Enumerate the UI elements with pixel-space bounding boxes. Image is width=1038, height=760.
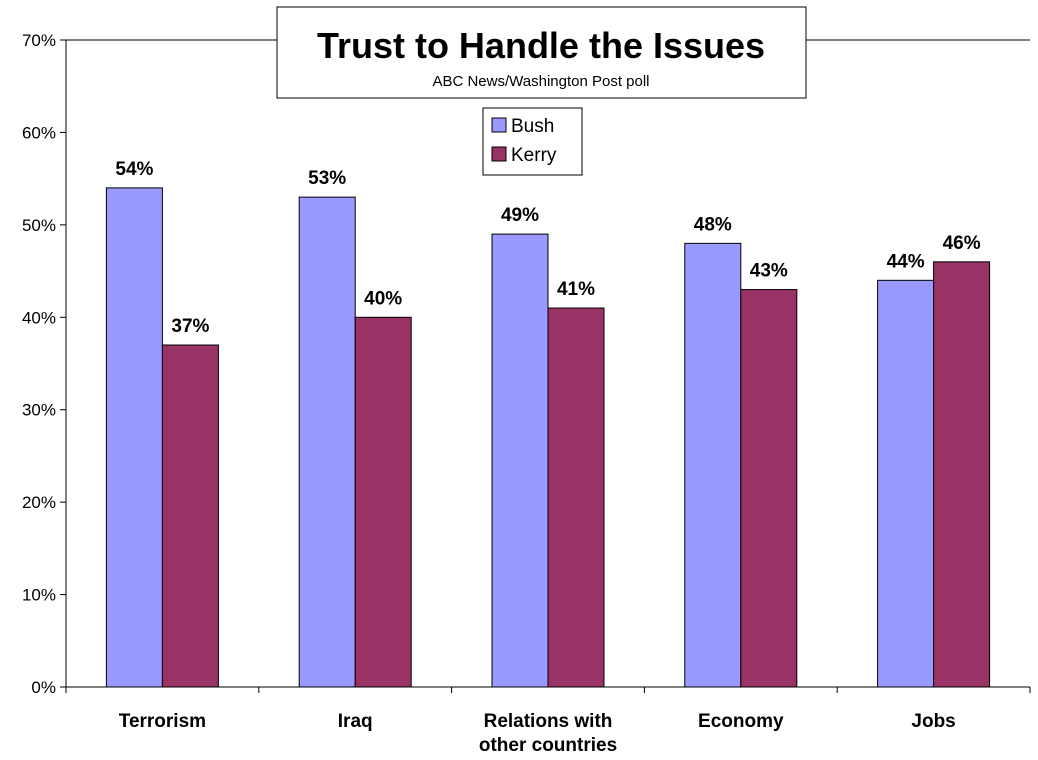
chart-title: Trust to Handle the Issues xyxy=(317,25,765,66)
bar-kerry xyxy=(547,307,605,688)
title-box: Trust to Handle the Issues ABC News/Wash… xyxy=(276,6,807,99)
y-tick-label: 20% xyxy=(22,493,56,512)
y-tick-label: 60% xyxy=(22,123,56,142)
data-labels: 54% 37% 53% 40% 49% 41% 48% 43% 44% 46% xyxy=(115,159,980,337)
bar-bush xyxy=(105,187,163,688)
y-tick-label: 10% xyxy=(22,586,56,605)
data-label-kerry: 40% xyxy=(364,288,402,309)
bar-bush xyxy=(684,242,742,688)
data-label-bush: 44% xyxy=(887,251,925,272)
data-label-kerry: 46% xyxy=(943,233,981,254)
y-tick-label: 40% xyxy=(22,308,56,327)
legend-swatch-kerry xyxy=(491,146,507,162)
x-category-label: Jobs xyxy=(911,711,955,732)
chart-subtitle: ABC News/Washington Post poll xyxy=(432,73,649,90)
legend-swatch-bush xyxy=(491,117,507,133)
axes: 0% 10% 20% 30% 40% 50% 60% 70% Terrorism Iraq Rela… xyxy=(22,31,1031,756)
data-label-kerry: 43% xyxy=(750,261,788,282)
x-category-label: Terrorism xyxy=(119,711,206,732)
bar-bush xyxy=(491,233,549,688)
bar-bush xyxy=(298,196,356,688)
y-tick-label: 50% xyxy=(22,216,56,235)
bar-kerry xyxy=(354,316,412,688)
x-category-label: Relations with other countries xyxy=(479,711,617,756)
x-category-label: Economy xyxy=(698,711,784,732)
data-label-bush: 53% xyxy=(308,168,346,189)
y-tick-label: 30% xyxy=(22,401,56,420)
x-category-label: Iraq xyxy=(338,711,373,732)
legend-label-kerry: Kerry xyxy=(511,145,557,166)
y-tick-label: 0% xyxy=(31,678,56,697)
bar-bush xyxy=(877,279,935,688)
data-label-bush: 54% xyxy=(115,159,153,180)
bars xyxy=(105,187,991,688)
bar-kerry xyxy=(161,344,219,688)
bar-kerry xyxy=(933,261,991,688)
data-label-bush: 48% xyxy=(694,214,732,235)
y-tick-label: 70% xyxy=(22,31,56,50)
legend: Bush Kerry xyxy=(482,107,583,176)
data-label-kerry: 37% xyxy=(171,316,209,337)
bar-kerry xyxy=(740,289,798,688)
data-label-kerry: 41% xyxy=(557,279,595,300)
data-label-bush: 49% xyxy=(501,205,539,226)
legend-label-bush: Bush xyxy=(511,116,554,137)
